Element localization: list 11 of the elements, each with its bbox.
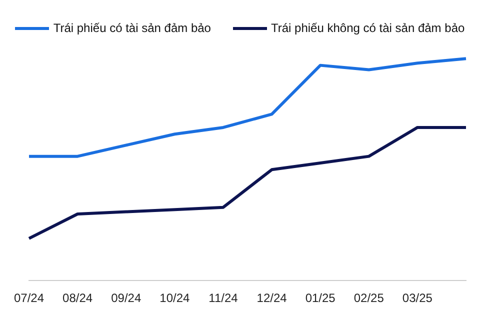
x-tick-label: 08/24 [62, 291, 93, 306]
legend-label: Trái phiếu không có tài sản đảm bảo [270, 21, 465, 35]
x-tick-label: 12/24 [256, 291, 288, 306]
x-tick-label: 03/25 [402, 291, 433, 306]
x-tick-label: 07/24 [14, 291, 44, 306]
x-tick-label: 10/24 [160, 291, 190, 306]
x-tick-label: 11/24 [208, 291, 238, 306]
x-tick-label: 02/25 [354, 291, 384, 306]
x-tick-label: 01/25 [305, 291, 336, 306]
x-tick-label: 09/24 [111, 291, 142, 306]
legend-label: Trái phiếu có tài sản đảm bảo [53, 21, 211, 35]
